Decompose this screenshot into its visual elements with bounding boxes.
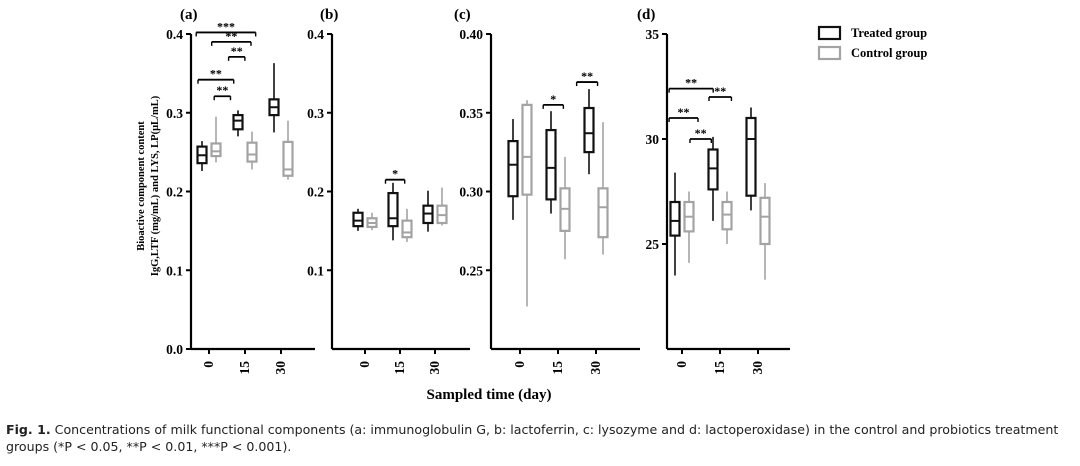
y-tick-label: 0.30 xyxy=(459,185,483,200)
box-control xyxy=(721,200,733,231)
y-tick-label: 0.1 xyxy=(307,263,324,278)
box-treated xyxy=(545,128,557,201)
significance-label: ** xyxy=(678,105,690,119)
panel-label: (a) xyxy=(180,7,198,23)
box-treated xyxy=(387,191,399,228)
y-tick-label: 0.35 xyxy=(459,106,483,121)
box-control xyxy=(246,141,258,163)
x-tick-label: 30 xyxy=(427,361,442,375)
x-tick-label: 15 xyxy=(550,361,565,375)
x-tick-label: 15 xyxy=(237,361,252,375)
x-tick-label: 0 xyxy=(357,361,372,368)
x-tick-label: 15 xyxy=(712,361,727,375)
y-tick-label: 0.2 xyxy=(307,185,324,200)
x-tick-label: 15 xyxy=(392,361,407,375)
x-tick-label: 30 xyxy=(588,361,603,375)
box-treated xyxy=(669,200,681,237)
box-control xyxy=(401,219,413,239)
y-tick-label: 0.4 xyxy=(166,27,183,42)
significance-label: * xyxy=(550,92,556,106)
legend-swatch-control xyxy=(817,45,842,61)
significance-label: ** xyxy=(695,126,707,140)
x-axis-title: Sampled time (day) xyxy=(427,387,552,403)
box-control xyxy=(521,103,533,196)
y-tick-label: 0.40 xyxy=(459,27,483,42)
x-tick-label: 30 xyxy=(273,361,288,375)
x-tick-label: 0 xyxy=(512,361,527,368)
x-tick-label: 0 xyxy=(674,361,689,368)
caption-text: Concentrations of milk functional compon… xyxy=(6,422,1059,454)
x-tick-label: 0 xyxy=(201,361,216,368)
significance-label: ** xyxy=(581,69,593,83)
figure-canvas: (a)0.00.10.20.30.40 15 30***********(b)0.1… xyxy=(136,7,927,403)
y-axis-title: Bioactive component content IgG,LTF (mg/… xyxy=(136,95,161,276)
significance-label: ** xyxy=(685,76,697,90)
y-tick-label: 0.3 xyxy=(307,106,324,121)
panel-label: (c) xyxy=(454,7,471,23)
box-treated xyxy=(352,211,364,228)
box-treated xyxy=(507,140,519,198)
significance-label: ** xyxy=(231,44,243,58)
x-tick-label: 30 xyxy=(750,361,765,375)
y-tick-label: 0.0 xyxy=(166,342,183,357)
legend-label-control: Control group xyxy=(851,46,927,60)
significance-label: * xyxy=(392,167,398,181)
panel-label: (d) xyxy=(637,7,655,23)
y-axis-title-line1: Bioactive component content xyxy=(136,121,147,251)
y-tick-label: 0.25 xyxy=(459,263,483,278)
box-control xyxy=(210,142,222,158)
box-treated xyxy=(232,114,244,131)
box-control xyxy=(282,140,294,177)
y-tick-label: 25 xyxy=(646,237,660,252)
y-tick-label: 0.1 xyxy=(166,263,183,278)
y-axis-title-line2: IgG,LTF (mg/mL) and LYS, LP(μL/mL) xyxy=(150,95,161,276)
box-control xyxy=(759,196,771,246)
significance-label: ** xyxy=(225,29,237,43)
significance-label: ** xyxy=(216,83,228,97)
panel-label: (b) xyxy=(320,7,338,23)
significance-label: ** xyxy=(210,67,222,81)
legend: Treated group Control group xyxy=(817,25,927,61)
y-tick-label: 0.3 xyxy=(166,106,183,121)
significance-label: *** xyxy=(217,19,235,33)
box-treated xyxy=(707,148,719,191)
y-tick-label: 0.4 xyxy=(307,27,324,42)
y-tick-label: 30 xyxy=(646,132,660,147)
legend-swatch-treated xyxy=(817,25,842,41)
significance-label: ** xyxy=(714,84,726,98)
y-tick-label: 35 xyxy=(646,27,660,42)
figure-caption: Fig. 1. Concentrations of milk functiona… xyxy=(6,421,1070,455)
y-tick-label: 0.2 xyxy=(166,185,183,200)
legend-label-treated: Treated group xyxy=(851,26,927,40)
box-treated xyxy=(745,116,757,197)
caption-label: Fig. 1. xyxy=(6,422,51,437)
plot-panels: (a)0.00.10.20.30.40 15 30***********(b)0.1… xyxy=(166,7,790,375)
box-control xyxy=(597,187,609,239)
box-treated xyxy=(583,106,595,154)
